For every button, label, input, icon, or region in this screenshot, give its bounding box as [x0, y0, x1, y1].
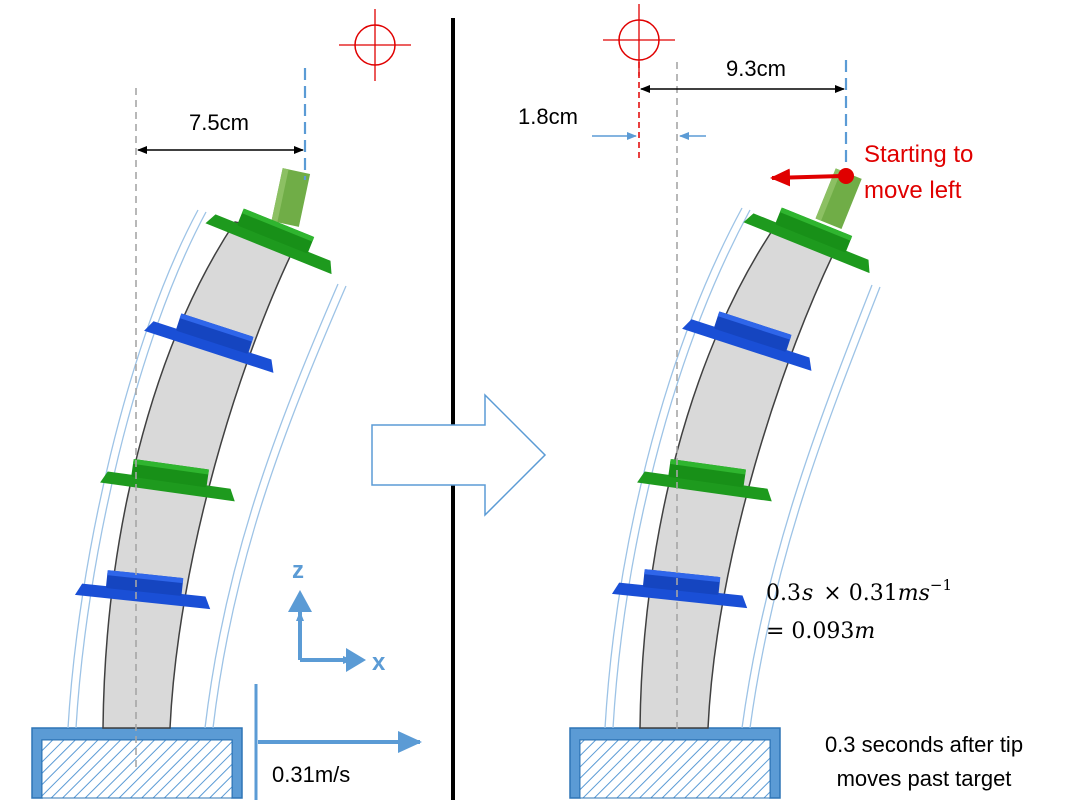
sheath-line [741, 284, 873, 729]
right-panel: 9.3cm 1.8cm Starting to move left 0.3s × … [518, 4, 1023, 799]
tip-segment [271, 168, 311, 227]
axis-x-label: x [372, 649, 386, 676]
caption-line-1: 0.3 seconds after tip [825, 732, 1023, 757]
caption-line-2: moves past target [837, 766, 1012, 791]
sheath-line [612, 209, 751, 729]
note-line-1: Starting to [864, 141, 973, 168]
transition-arrow-icon [371, 393, 547, 517]
gap-label: 1.8cm [518, 104, 578, 129]
sheath-line [212, 285, 347, 729]
note-line-2: move left [864, 177, 962, 204]
move-left-arrow [770, 168, 843, 187]
sheath-line [204, 283, 339, 729]
tip-marker-dot [838, 168, 854, 184]
tip-segment [815, 168, 862, 229]
velocity-label: 0.31m/s [272, 762, 350, 787]
sheath-line [75, 211, 207, 729]
calc-line-2: = 0.093m [766, 619, 875, 644]
offset-label-right: 9.3cm [726, 56, 786, 81]
axis-z-label: z [292, 557, 304, 584]
sheath-line [604, 207, 743, 729]
offset-label-left: 7.5cm [189, 110, 249, 135]
base-fixture-left [31, 727, 243, 799]
target-crosshair-icon [603, 4, 675, 76]
target-crosshair-icon [339, 9, 411, 81]
sheath-line [67, 209, 199, 729]
calc-line-1: 0.3s × 0.31ms−1 [766, 576, 952, 606]
base-fixture-right [569, 727, 781, 799]
sheath-line [749, 286, 881, 729]
left-panel: 7.5cm z x 0.31m/s [31, 9, 422, 800]
axes-indicator [288, 590, 366, 672]
